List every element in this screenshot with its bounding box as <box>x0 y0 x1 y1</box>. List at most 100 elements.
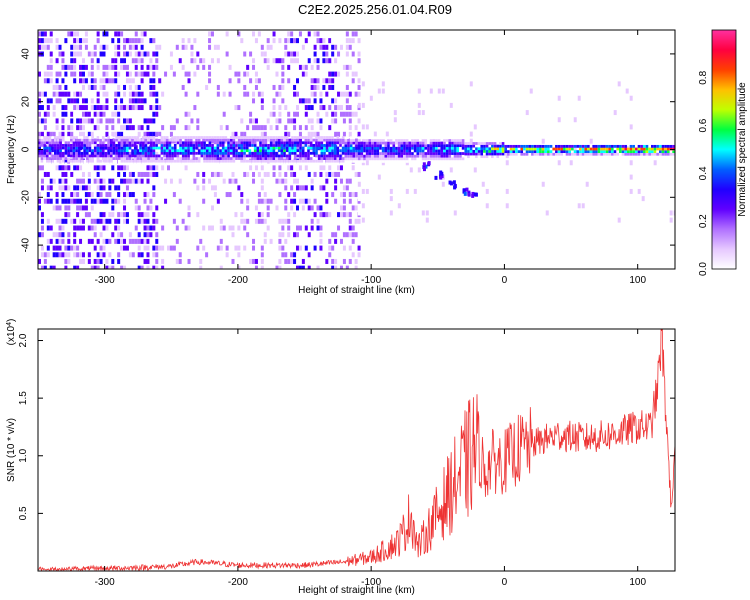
heatmap-cell <box>140 105 144 111</box>
heatmap-cell <box>252 64 256 70</box>
heatmap-cell <box>184 136 188 139</box>
heatmap-cell <box>85 144 89 147</box>
heatmap-cell <box>365 188 369 194</box>
heatmap-cell <box>328 138 332 142</box>
heatmap-cell <box>376 141 380 145</box>
heatmap-cell <box>43 144 46 147</box>
heatmap-cell <box>123 198 127 204</box>
heatmap-cell <box>278 218 282 224</box>
heatmap-cell <box>263 58 267 64</box>
heatmap-cell <box>417 88 421 94</box>
heatmap-cell <box>176 149 180 153</box>
heatmap-cell <box>111 198 115 204</box>
heatmap-cell <box>278 232 282 238</box>
heatmap-cell <box>281 245 285 251</box>
heatmap-cell <box>389 154 393 158</box>
heatmap-cell <box>96 64 100 70</box>
heatmap-cell <box>61 144 65 147</box>
heatmap-cell <box>43 141 46 145</box>
heatmap-cell <box>46 131 50 137</box>
heatmap-cell <box>344 157 348 161</box>
x-tick-label: -100 <box>361 577 381 588</box>
heatmap-cell <box>109 154 113 158</box>
heatmap-cell <box>93 225 97 231</box>
heatmap-cell <box>269 44 273 50</box>
heatmap-cell <box>49 238 53 244</box>
heatmap-cell <box>149 136 153 139</box>
heatmap-cell <box>348 245 352 251</box>
heatmap-cell <box>307 71 311 77</box>
heatmap-cell <box>384 149 388 153</box>
heatmap-cell <box>251 141 254 145</box>
heatmap-cell <box>80 154 84 158</box>
heatmap-cell <box>397 138 401 142</box>
heatmap-cell <box>115 146 118 150</box>
heatmap-cell <box>149 165 153 171</box>
heatmap-cell <box>149 238 153 244</box>
heatmap-cell <box>216 44 220 50</box>
heatmap-cell <box>46 171 50 177</box>
heatmap-cell <box>307 136 310 139</box>
heatmap-cell <box>320 138 324 142</box>
heatmap-cell <box>280 159 284 163</box>
heatmap-cell <box>304 162 308 166</box>
heatmap-cell <box>295 225 299 231</box>
heatmap-cell <box>184 162 188 166</box>
heatmap-cell <box>637 144 641 148</box>
heatmap-cell <box>290 58 294 64</box>
heatmap-cell <box>323 144 326 147</box>
heatmap-cell <box>635 147 638 151</box>
heatmap-cell <box>90 98 94 104</box>
heatmap-cell <box>134 31 138 37</box>
heatmap-cell <box>58 131 62 137</box>
heatmap-cell <box>237 162 241 166</box>
heatmap-cell <box>70 51 74 57</box>
heatmap-cell <box>213 138 217 142</box>
heatmap-cell <box>152 64 156 70</box>
heatmap-cell <box>313 198 317 204</box>
heatmap-cell <box>43 252 47 258</box>
heatmap-cell <box>597 147 601 151</box>
heatmap-cell <box>165 149 169 153</box>
heatmap-cell <box>79 225 83 231</box>
heatmap-cell <box>161 245 165 251</box>
heatmap-cell <box>285 146 289 150</box>
heatmap-cell <box>112 151 116 155</box>
heatmap-cell <box>272 141 276 145</box>
heatmap-cell <box>319 205 323 211</box>
heatmap-cell <box>304 141 308 145</box>
heatmap-cell <box>187 144 190 147</box>
heatmap-cell <box>323 151 326 155</box>
heatmap-cell <box>587 152 590 156</box>
heatmap-cell <box>120 138 124 142</box>
heatmap-cell <box>210 205 214 211</box>
heatmap-cell <box>120 165 124 171</box>
heatmap-cell <box>112 146 116 150</box>
heatmap-cell <box>134 51 138 57</box>
heatmap-cell <box>523 144 526 148</box>
heatmap-cell <box>322 44 326 50</box>
heatmap-cell <box>627 147 630 151</box>
heatmap-cell <box>107 146 110 150</box>
heatmap-cell <box>365 138 369 142</box>
heatmap-cell <box>56 141 60 145</box>
heatmap-cell <box>281 58 285 64</box>
heatmap-cell <box>275 154 278 158</box>
heatmap-cell <box>310 218 314 224</box>
heatmap-cell <box>49 64 53 70</box>
heatmap-cell <box>266 205 270 211</box>
heatmap-cell <box>76 98 80 104</box>
heatmap-cell <box>125 154 129 158</box>
heatmap-cell <box>243 157 246 160</box>
heatmap-cell <box>266 171 270 177</box>
heatmap-cell <box>221 141 225 145</box>
heatmap-cell <box>165 136 169 139</box>
heatmap-cell <box>131 44 135 50</box>
heatmap-cell <box>357 252 361 258</box>
heatmap-cell <box>260 252 264 258</box>
heatmap-cell <box>76 192 80 198</box>
heatmap-cell <box>293 58 297 64</box>
heatmap-cell <box>377 88 381 94</box>
heatmap-cell <box>354 192 358 198</box>
heatmap-cell <box>131 178 135 184</box>
